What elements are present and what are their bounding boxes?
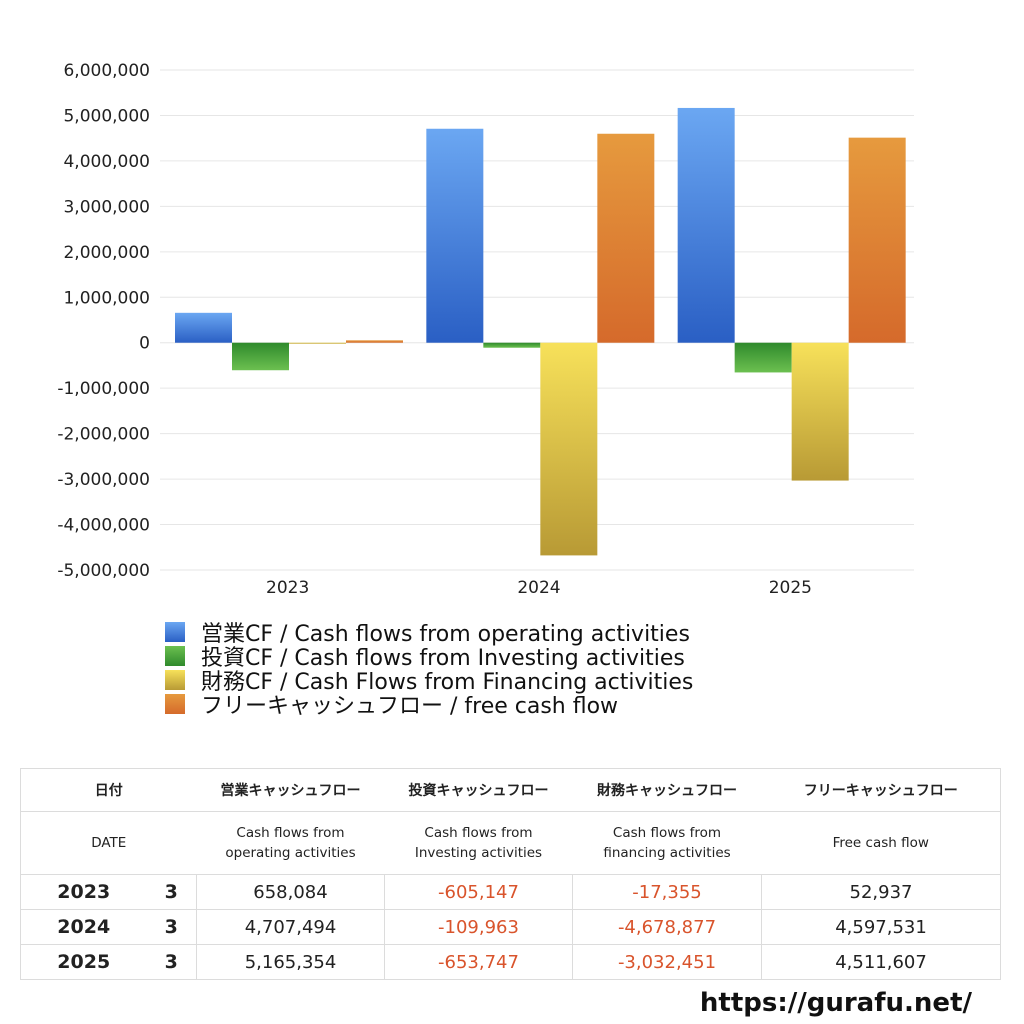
header-date-en: DATE bbox=[20, 811, 197, 875]
site-url[interactable]: https://gurafu.net/ bbox=[699, 988, 972, 1018]
x-tick-label: 2023 bbox=[266, 578, 309, 598]
header-free-ja: フリーキャッシュフロー bbox=[761, 768, 1001, 812]
header-date-ja: 日付 bbox=[20, 768, 197, 812]
bars bbox=[175, 107, 906, 556]
x-tick-label: 2024 bbox=[517, 578, 560, 598]
bar-investing-2025 bbox=[734, 342, 792, 373]
x-axis-ticks: 2023 2024 2025 bbox=[266, 578, 812, 598]
cell-financing: -17,355 bbox=[572, 874, 762, 910]
cell-free: 52,937 bbox=[761, 874, 1001, 910]
cell-operating: 4,707,494 bbox=[196, 909, 385, 945]
cell-free: 4,597,531 bbox=[761, 909, 1001, 945]
y-tick-label: 3,000,000 bbox=[63, 197, 150, 217]
header-investing-ja: 投資キャッシュフロー bbox=[384, 768, 573, 812]
row-year: 2024 bbox=[20, 909, 147, 945]
header-financing-en: Cash flows from financing activities bbox=[572, 811, 762, 875]
header-operating-ja: 営業キャッシュフロー bbox=[196, 768, 385, 812]
legend-swatch-financing bbox=[165, 670, 185, 690]
legend-item-free: フリーキャッシュフロー / free cash flow bbox=[165, 692, 693, 719]
row-month: 3 bbox=[146, 874, 197, 910]
legend-label-operating: 営業CF / Cash flows from operating activit… bbox=[201, 622, 690, 647]
y-axis-ticks: 6,000,000 5,000,000 4,000,000 3,000,000 2,00… bbox=[57, 61, 150, 581]
header-free-en: Free cash flow bbox=[761, 811, 1001, 875]
bar-free-2025 bbox=[848, 137, 906, 343]
row-month: 3 bbox=[146, 944, 197, 980]
bar-investing-2024 bbox=[483, 342, 541, 348]
y-tick-label: 2,000,000 bbox=[63, 243, 150, 263]
y-tick-label: -5,000,000 bbox=[57, 561, 150, 581]
legend-swatch-free bbox=[165, 694, 185, 714]
y-tick-label: 0 bbox=[139, 334, 150, 354]
bar-operating-2025 bbox=[677, 107, 735, 343]
row-year: 2023 bbox=[20, 874, 147, 910]
header-financing-ja: 財務キャッシュフロー bbox=[572, 768, 762, 812]
cell-investing: -109,963 bbox=[384, 909, 573, 945]
y-tick-label: 4,000,000 bbox=[63, 152, 150, 172]
cell-investing: -653,747 bbox=[384, 944, 573, 980]
legend-label-investing: 投資CF / Cash flows from Investing activit… bbox=[201, 646, 685, 671]
row-month: 3 bbox=[146, 909, 197, 945]
bar-free-2024 bbox=[597, 133, 655, 343]
y-tick-label: 1,000,000 bbox=[63, 288, 150, 308]
x-tick-label: 2025 bbox=[769, 578, 812, 598]
bar-financing-2025 bbox=[791, 342, 849, 481]
table-header-ja: 日付 営業キャッシュフロー 投資キャッシュフロー 財務キャッシュフロー フリーキ… bbox=[20, 768, 1001, 812]
bar-operating-2023 bbox=[175, 312, 232, 343]
y-tick-label: 6,000,000 bbox=[63, 61, 150, 81]
bar-investing-2023 bbox=[232, 342, 289, 371]
cell-financing: -4,678,877 bbox=[572, 909, 762, 945]
bar-operating-2024 bbox=[426, 128, 484, 343]
y-tick-label: -1,000,000 bbox=[57, 379, 150, 399]
legend-item-operating: 営業CF / Cash flows from operating activit… bbox=[165, 620, 693, 647]
legend: 営業CF / Cash flows from operating activit… bbox=[165, 620, 693, 719]
header-operating-en: Cash flows from operating activities bbox=[196, 811, 385, 875]
bar-chart: 6,000,000 5,000,000 4,000,000 3,000,000 2,00… bbox=[57, 61, 914, 598]
y-tick-label: -4,000,000 bbox=[57, 516, 150, 536]
table-row: 2023 3 658,084 -605,147 -17,355 52,937 bbox=[20, 874, 1001, 910]
table-row: 2024 3 4,707,494 -109,963 -4,678,877 4,5… bbox=[20, 909, 1001, 945]
legend-label-financing: 財務CF / Cash Flows from Financing activit… bbox=[201, 670, 694, 695]
legend-item-financing: 財務CF / Cash Flows from Financing activit… bbox=[165, 668, 693, 695]
header-investing-en: Cash flows from Investing activities bbox=[384, 811, 573, 875]
legend-swatch-investing bbox=[165, 646, 185, 666]
bar-financing-2023 bbox=[289, 342, 346, 344]
cash-flow-table: 日付 営業キャッシュフロー 投資キャッシュフロー 財務キャッシュフロー フリーキ… bbox=[20, 768, 1001, 980]
cell-free: 4,511,607 bbox=[761, 944, 1001, 980]
grid-lines bbox=[160, 69, 914, 571]
table-row: 2025 3 5,165,354 -653,747 -3,032,451 4,5… bbox=[20, 944, 1001, 980]
y-tick-label: 5,000,000 bbox=[63, 106, 150, 126]
cell-investing: -605,147 bbox=[384, 874, 573, 910]
table-header-en: DATE Cash flows from operating activities… bbox=[20, 811, 1001, 875]
bar-financing-2024 bbox=[540, 342, 598, 556]
y-tick-label: -3,000,000 bbox=[57, 470, 150, 490]
bar-free-2023 bbox=[346, 340, 403, 343]
y-tick-label: -2,000,000 bbox=[57, 425, 150, 445]
row-year: 2025 bbox=[20, 944, 147, 980]
cell-operating: 658,084 bbox=[196, 874, 385, 910]
legend-label-free: フリーキャッシュフロー / free cash flow bbox=[201, 694, 619, 719]
legend-swatch-operating bbox=[165, 622, 185, 642]
cell-financing: -3,032,451 bbox=[572, 944, 762, 980]
cell-operating: 5,165,354 bbox=[196, 944, 385, 980]
legend-item-investing: 投資CF / Cash flows from Investing activit… bbox=[165, 644, 693, 671]
